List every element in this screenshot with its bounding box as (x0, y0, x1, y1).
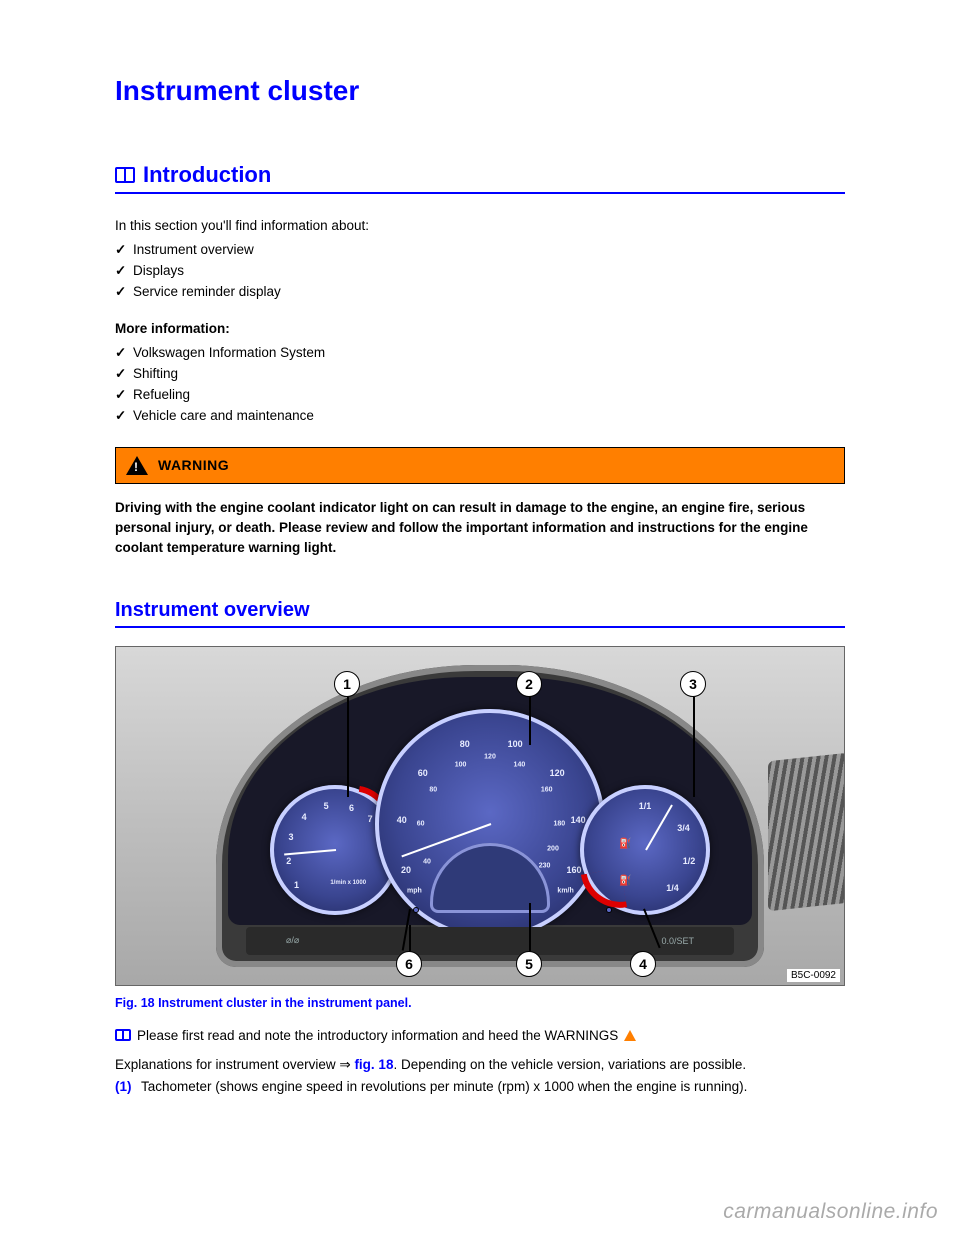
figure-caption: Fig. 18 Instrument cluster in the instru… (115, 996, 845, 1010)
figure-reference: fig. 18 (354, 1057, 393, 1072)
book-icon (115, 167, 135, 183)
figure-id: B5C-0092 (787, 969, 840, 982)
cluster-bezel: 1 2 3 4 5 6 7 8 1/min x 1000 20 40 60 (216, 665, 764, 967)
warning-mini-icon (624, 1030, 636, 1041)
read-first-text: Please first read and note the introduct… (137, 1028, 618, 1043)
page-title: Instrument cluster (115, 75, 845, 107)
intro-lead: In this section you'll find information … (115, 216, 845, 236)
intro-item: Service reminder display (115, 282, 845, 303)
intro-items: Instrument overview Displays Service rem… (115, 240, 845, 303)
watermark: carmanualsonline.info (723, 1200, 938, 1224)
callout-1: 1 (334, 671, 360, 697)
warning-triangle-icon (126, 456, 148, 475)
warning-text: Driving with the engine coolant indicato… (115, 498, 845, 559)
instrument-figure: 1 2 3 4 5 6 7 8 1/min x 1000 20 40 60 (115, 646, 845, 986)
overview-heading: Instrument overview (115, 599, 845, 628)
key-line: Explanations for instrument overview ⇒ f… (115, 1057, 845, 1073)
more-info-items: Volkswagen Information System Shifting R… (115, 343, 845, 427)
callout-3: 3 (680, 671, 706, 697)
section-intro-heading-row: Introduction (115, 162, 845, 194)
callout-2: 2 (516, 671, 542, 697)
more-info-heading: More information: (115, 319, 845, 339)
legend-number: (1) (115, 1079, 141, 1094)
trip-right-label: 0.0/SET (661, 936, 694, 946)
section-intro-heading: Introduction (143, 162, 271, 188)
legend-text: Tachometer (shows engine speed in revolu… (141, 1079, 747, 1094)
legend-entry-1: (1)Tachometer (shows engine speed in rev… (115, 1079, 845, 1094)
callout-5: 5 (516, 951, 542, 977)
more-info-item: Shifting (115, 364, 845, 385)
cluster-lower-strip: ⌀/⌀ 0.0/SET (246, 927, 734, 955)
read-first-line: Please first read and note the introduct… (115, 1028, 636, 1043)
trip-left-label: ⌀/⌀ (286, 935, 299, 946)
book-icon (115, 1029, 131, 1041)
cluster-face: 1 2 3 4 5 6 7 8 1/min x 1000 20 40 60 (228, 677, 752, 925)
intro-item: Displays (115, 261, 845, 282)
more-info-item: Refueling (115, 385, 845, 406)
warning-label: WARNING (158, 457, 229, 473)
dash-vent (768, 752, 845, 910)
fuel-gauge: 1/1 3/4 1/2 1/4 ⛽ ⛽ (580, 785, 710, 915)
intro-item: Instrument overview (115, 240, 845, 261)
more-info-item: Vehicle care and maintenance (115, 406, 845, 427)
callout-4: 4 (630, 951, 656, 977)
more-info-item: Volkswagen Information System (115, 343, 845, 364)
speedometer-gauge: 20 40 60 80 100 120 140 160 40 60 80 100… (375, 709, 605, 939)
callout-6: 6 (396, 951, 422, 977)
warning-box: WARNING (115, 447, 845, 484)
